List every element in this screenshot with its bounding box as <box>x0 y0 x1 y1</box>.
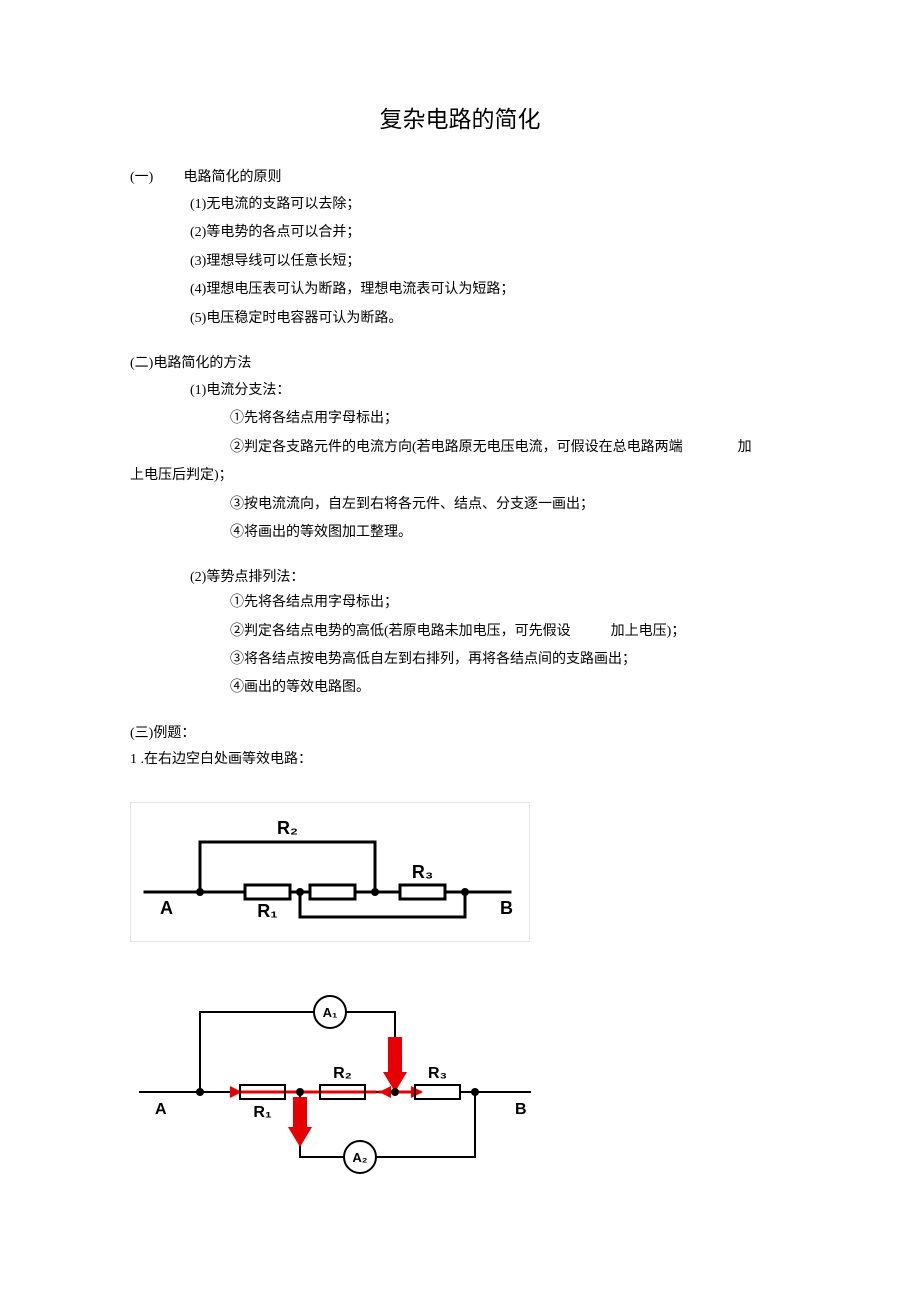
svg-text:B: B <box>500 898 513 918</box>
circuit-diagram-1: A B R₁ R₂ R₃ <box>130 802 790 942</box>
method-1-step: ①先将各结点用字母标出； <box>230 408 790 430</box>
svg-text:R₃: R₃ <box>412 862 433 882</box>
svg-text:R₂: R₂ <box>277 818 298 838</box>
section-1-num: (一) <box>130 166 180 186</box>
section-1-label: 电路简化的原则 <box>184 170 282 185</box>
method-2-step: ②判定各结点电势的高低(若原电路未加电压，可先假设加上电压)； <box>230 621 790 643</box>
rule-item: (5)电压稳定时电容器可认为断路。 <box>190 308 790 330</box>
svg-text:R₃: R₃ <box>428 1065 447 1082</box>
rule-item: (2)等电势的各点可以合并； <box>190 222 790 244</box>
section-1-heading: (一) 电路简化的原则 <box>130 166 790 186</box>
rule-item: (1)无电流的支路可以去除； <box>190 194 790 216</box>
page-title: 复杂电路的简化 <box>130 100 790 134</box>
method-1-heading: (1)电流分支法： <box>190 380 790 402</box>
svg-text:R₁: R₁ <box>257 901 277 921</box>
svg-text:A₁: A₁ <box>323 1005 338 1020</box>
svg-text:A: A <box>160 898 173 918</box>
section-3-heading: (三)例题： <box>130 722 790 742</box>
svg-text:R₂: R₂ <box>333 1065 352 1082</box>
method-2-heading: (2)等势点排列法： <box>190 566 790 586</box>
method-1-step-trailing: 上电压后判定)； <box>130 465 790 487</box>
svg-text:A₂: A₂ <box>352 1150 367 1165</box>
method-2-step: ①先将各结点用字母标出； <box>230 592 790 614</box>
method-1-step: ③按电流流向，自左到右将各元件、结点、分支逐一画出； <box>230 494 790 516</box>
method-1-step: ④将画出的等效图加工整理。 <box>230 522 790 544</box>
method-2-step: ③将各结点按电势高低自左到右排列，再将各结点间的支路画出； <box>230 649 790 671</box>
svg-text:R₁: R₁ <box>253 1104 272 1121</box>
svg-text:B: B <box>515 1101 527 1118</box>
method-1-step: ②判定各支路元件的电流方向(若电路原无电压电流，可假设在总电路两端加 <box>230 437 790 459</box>
svg-text:A: A <box>155 1101 167 1118</box>
rule-item: (3)理想导线可以任意长短； <box>190 251 790 273</box>
rule-item: (4)理想电压表可认为断路，理想电流表可认为短路； <box>190 279 790 301</box>
circuit-diagram-2: A₁ A₂ A B R₁ R₂ R₃ <box>130 982 790 1182</box>
method-2-step: ④画出的等效电路图。 <box>230 677 790 699</box>
example-prompt: 1 .在右边空白处画等效电路： <box>130 748 790 768</box>
section-2-heading: (二)电路简化的方法 <box>130 352 790 372</box>
